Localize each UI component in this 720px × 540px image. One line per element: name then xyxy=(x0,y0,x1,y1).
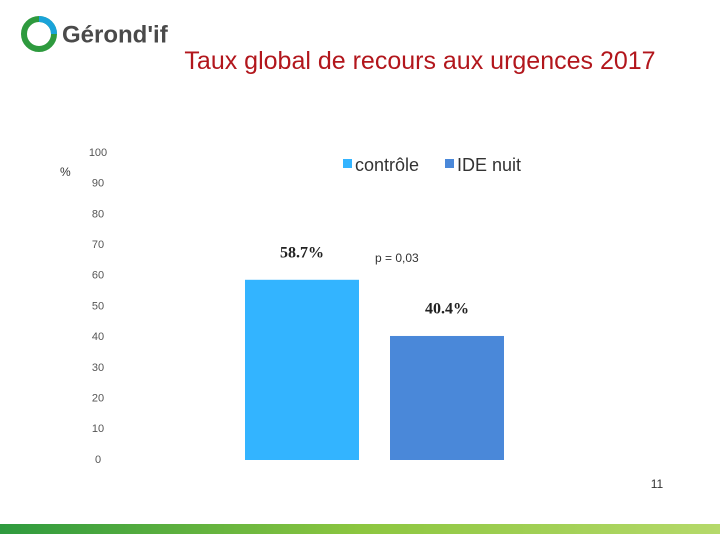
y-tick-label: 50 xyxy=(92,300,104,312)
y-tick-label: 30 xyxy=(92,362,104,374)
y-axis-label: % xyxy=(60,165,71,179)
y-tick-label: 20 xyxy=(92,393,104,405)
annotation: p = 0,03 xyxy=(375,251,419,265)
legend-swatch xyxy=(445,159,454,168)
y-tick-label: 10 xyxy=(92,423,104,435)
chart-title: Taux global de recours aux urgences 2017 xyxy=(184,47,656,75)
data-label: 58.7% xyxy=(280,244,324,261)
y-tick-label: 60 xyxy=(92,270,104,282)
legend-swatch xyxy=(343,159,352,168)
y-tick-label: 70 xyxy=(92,239,104,251)
data-label: 40.4% xyxy=(425,301,469,318)
y-tick-label: 40 xyxy=(92,331,104,343)
bar xyxy=(245,279,359,460)
y-tick-label: 90 xyxy=(92,178,104,190)
footer-bar xyxy=(0,524,720,534)
y-tick-label: 100 xyxy=(89,147,107,159)
bar xyxy=(390,335,504,460)
legend-label: IDE nuit xyxy=(457,155,521,175)
logo-icon xyxy=(21,16,57,52)
logo: Gérond'if xyxy=(62,21,169,48)
y-tick-label: 0 xyxy=(95,454,101,466)
page-number: 11 xyxy=(651,477,664,491)
legend-label: contrôle xyxy=(355,155,419,175)
y-tick-label: 80 xyxy=(92,208,104,220)
